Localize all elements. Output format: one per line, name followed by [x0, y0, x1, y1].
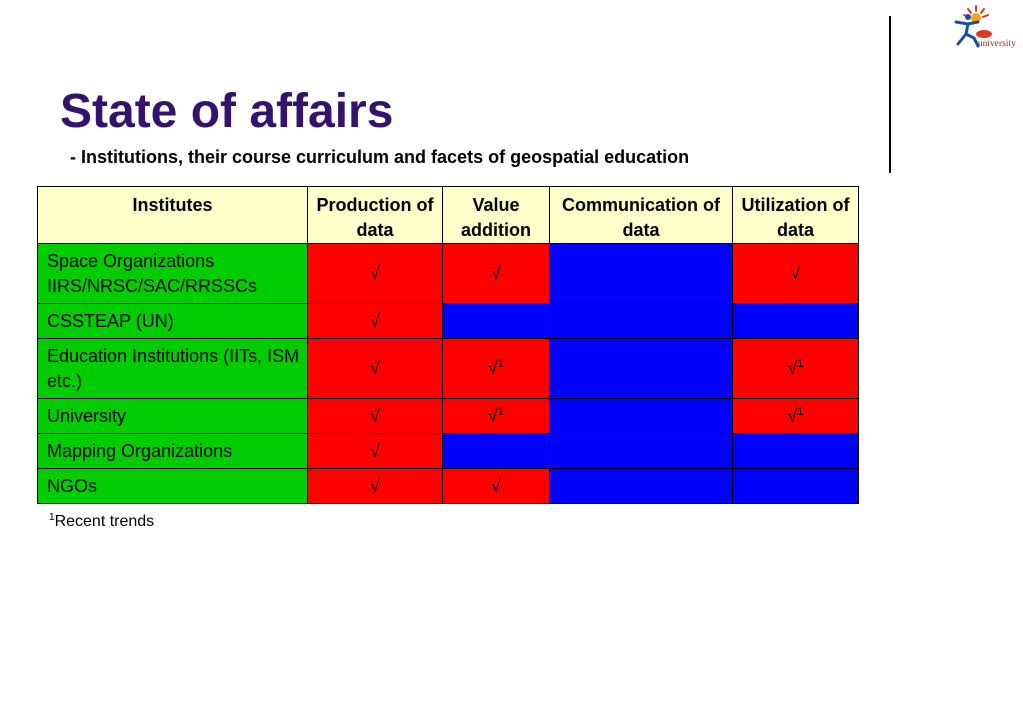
- header-production-of-data: Production of data: [307, 186, 443, 244]
- empty-cell: [549, 243, 733, 304]
- institute-cell: Education Institutions (IITs, ISM etc.): [37, 338, 308, 399]
- note-marker: 1: [497, 358, 504, 370]
- check-mark-icon: √: [487, 358, 498, 378]
- empty-cell: [442, 303, 550, 339]
- table-row: Mapping Organizations √: [37, 433, 859, 469]
- empty-cell: [732, 303, 859, 339]
- header-value-addition: Value addition: [442, 186, 550, 244]
- check-cell: √1: [732, 338, 859, 399]
- running-figure-sun-icon: [954, 5, 992, 48]
- empty-cell: [549, 433, 733, 469]
- institute-cell: Mapping Organizations: [37, 433, 308, 469]
- check-mark-icon: √: [787, 358, 798, 378]
- check-cell: √: [307, 303, 443, 339]
- check-mark-icon: √: [491, 475, 501, 496]
- check-mark-icon: √: [370, 475, 380, 496]
- footnote-marker: 1: [49, 512, 55, 523]
- note-marker: 1: [797, 405, 804, 418]
- check-cell: √: [307, 338, 443, 399]
- check-cell: √: [442, 468, 550, 504]
- empty-cell: [732, 468, 859, 504]
- check-cell: √1: [732, 398, 859, 434]
- vertical-divider-line: [889, 16, 891, 173]
- check-mark-icon: √: [487, 405, 498, 426]
- header-communication-of-data: Communication of data: [549, 186, 733, 244]
- check-mark-icon: √: [370, 358, 380, 378]
- check-cell: √: [307, 243, 443, 304]
- table-body: Space Organizations IIRS/NRSC/SAC/RRSSCs…: [37, 243, 859, 504]
- check-cell: √: [732, 243, 859, 304]
- check-cell: √: [442, 243, 550, 304]
- education-facets-table: Institutes Production of data Value addi…: [37, 186, 859, 504]
- institute-cell: Space Organizations IIRS/NRSC/SAC/RRSSCs: [37, 243, 308, 304]
- note-marker: 1: [797, 358, 804, 370]
- check-mark-icon: √: [370, 263, 380, 283]
- empty-cell: [442, 433, 550, 469]
- check-mark-icon: √: [790, 263, 801, 283]
- check-cell: √1: [442, 398, 550, 434]
- page-subtitle: - Institutions, their course curriculum …: [70, 147, 690, 167]
- empty-cell: [549, 303, 733, 339]
- university-logo: [944, 4, 1020, 54]
- empty-cell: [549, 468, 733, 504]
- check-mark-icon: √: [370, 405, 380, 426]
- table-row: CSSTEAP (UN) √: [37, 303, 859, 339]
- check-cell: √: [307, 468, 443, 504]
- header-institutes: Institutes: [37, 186, 308, 244]
- institute-cell: CSSTEAP (UN): [37, 303, 308, 339]
- check-mark-icon: √: [370, 440, 380, 461]
- table-row: University √ √1 √1: [37, 398, 859, 434]
- note-marker: 1: [497, 405, 504, 418]
- table-row: NGOs √ √: [37, 468, 859, 504]
- institute-cell: NGOs: [37, 468, 308, 504]
- empty-cell: [549, 338, 733, 399]
- check-mark-icon: √: [491, 263, 501, 283]
- check-mark-icon: √: [370, 310, 380, 331]
- footnote-text: Recent trends: [54, 513, 155, 530]
- footnote: 1Recent trends: [49, 513, 154, 531]
- empty-cell: [732, 433, 859, 469]
- check-cell: √: [307, 433, 443, 469]
- table-row: Space Organizations IIRS/NRSC/SAC/RRSSCs…: [37, 243, 859, 304]
- logo-wordmark: university: [978, 38, 1016, 48]
- header-utilization-of-data: Utilization of data: [732, 186, 859, 244]
- check-mark-icon: √: [787, 405, 798, 426]
- table-header-row: Institutes Production of data Value addi…: [37, 186, 859, 244]
- table-row: Education Institutions (IITs, ISM etc.) √…: [37, 338, 859, 399]
- empty-cell: [549, 398, 733, 434]
- page-title: State of affairs: [60, 85, 394, 138]
- check-cell: √1: [442, 338, 550, 399]
- check-cell: √: [307, 398, 443, 434]
- institute-cell: University: [37, 398, 308, 434]
